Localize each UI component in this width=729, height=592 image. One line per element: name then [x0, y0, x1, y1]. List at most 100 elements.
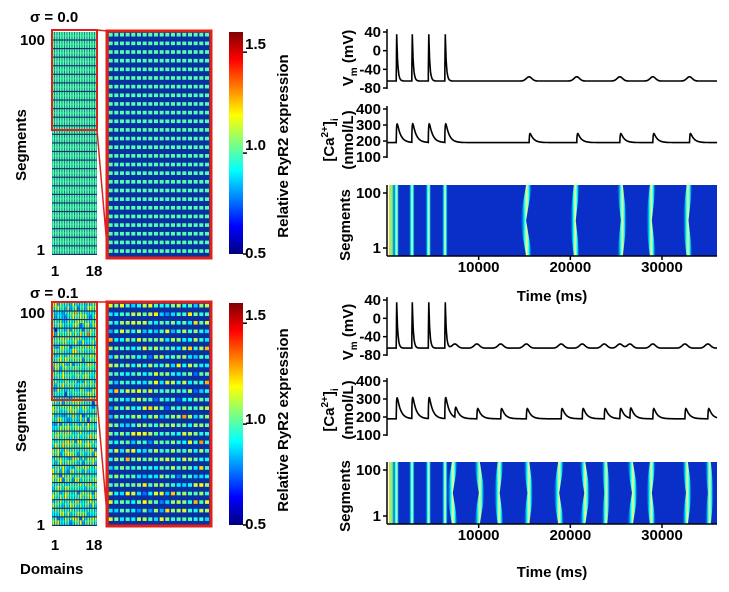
grid-cell	[62, 443, 65, 448]
zoom-cell	[153, 102, 158, 106]
zoom-cell	[125, 154, 130, 158]
grid-cell	[94, 443, 97, 448]
grid-cell	[77, 177, 80, 183]
grid-cell	[77, 154, 80, 160]
grid-cell	[62, 86, 65, 91]
grid-cell	[69, 417, 72, 422]
grid-cell	[54, 431, 57, 437]
grid-cell	[72, 180, 75, 186]
zoom-cell	[131, 491, 136, 496]
zoom-cell	[159, 500, 164, 504]
grid-cell	[77, 94, 80, 100]
grid-cell	[87, 137, 90, 143]
zoom-cell	[142, 240, 147, 245]
grid-cell	[79, 340, 82, 345]
grid-cell	[82, 357, 85, 362]
grid-cell	[89, 303, 92, 308]
grid-cell	[82, 92, 85, 97]
grid-cell	[82, 43, 85, 49]
zoom-cell	[159, 76, 164, 80]
grid-cell	[82, 66, 85, 71]
grid-cell	[87, 431, 90, 437]
grid-cell	[67, 120, 70, 126]
grid-cell	[82, 69, 85, 74]
grid-cell	[77, 34, 80, 40]
grid-cell	[89, 460, 92, 465]
grid-cell	[92, 172, 95, 177]
grid-cell	[59, 180, 62, 186]
zoom-cell	[119, 50, 124, 54]
grid-cell	[67, 214, 70, 220]
grid-cell	[69, 345, 72, 351]
zoom-cell	[148, 223, 153, 227]
grid-cell	[79, 163, 82, 169]
zoom-cell	[148, 240, 153, 245]
grid-cell	[67, 460, 70, 465]
grid-cell	[54, 345, 57, 351]
grid-cell	[69, 117, 72, 123]
grid-cell	[74, 249, 77, 254]
grid-cell	[69, 163, 72, 169]
grid-cell	[64, 223, 67, 229]
grid-cell	[67, 189, 70, 194]
grid-cell	[69, 491, 72, 497]
grid-cell	[89, 43, 92, 49]
grid-cell	[57, 86, 60, 91]
grid-cell	[52, 357, 55, 362]
zoom-cell	[108, 214, 113, 219]
grid-cell	[82, 520, 85, 525]
grid-cell	[67, 32, 70, 37]
grid-cell	[67, 49, 70, 54]
grid-cell	[52, 340, 55, 345]
zoom-cell	[114, 423, 119, 428]
zoom-cell	[136, 483, 141, 487]
grid-cell	[92, 229, 95, 234]
grid-cell	[69, 249, 72, 254]
zoom-cell	[165, 162, 170, 167]
grid-cell	[74, 465, 77, 471]
zoom-cell	[204, 431, 209, 436]
grid-cell	[94, 189, 97, 194]
zoom-cell	[148, 205, 153, 210]
grid-cell	[59, 169, 62, 174]
grid-cell	[54, 77, 57, 83]
zoom-cell	[108, 32, 113, 37]
grid-cell	[52, 197, 55, 203]
grid-cell	[74, 74, 77, 80]
grid-cell	[54, 323, 57, 328]
grid-cell	[52, 120, 55, 126]
zoom-cell	[193, 110, 198, 115]
zoom-cell	[108, 84, 113, 89]
grid-cell	[94, 172, 97, 177]
grid-cell	[84, 180, 87, 186]
grid-cell	[72, 74, 75, 80]
grid-cell	[79, 400, 82, 405]
calcium-wave-band	[408, 185, 415, 256]
grid-cell	[82, 60, 85, 66]
grid-cell	[92, 120, 95, 126]
grid-cell	[57, 391, 60, 397]
grid-cell	[92, 212, 95, 217]
zoom-cell	[136, 197, 141, 201]
grid-cell	[67, 337, 70, 342]
grid-cell	[72, 483, 75, 488]
zoom-cell	[176, 110, 181, 115]
grid-cell	[57, 337, 60, 342]
grid-cell	[77, 440, 80, 445]
zoom-cell	[165, 320, 170, 325]
grid-cell	[67, 440, 70, 445]
grid-cell	[72, 365, 75, 371]
grid-cell	[57, 40, 60, 46]
grid-cell	[74, 423, 77, 428]
grid-cell	[82, 229, 85, 234]
grid-cell	[77, 414, 80, 420]
zoom-cell	[142, 67, 147, 72]
zoom-cell	[182, 58, 187, 63]
grid-cell	[74, 485, 77, 491]
grid-cell	[67, 328, 70, 334]
grid-cell	[89, 391, 92, 397]
grid-cell	[54, 43, 57, 49]
grid-cell	[82, 220, 85, 226]
grid-cell	[87, 152, 90, 157]
grid-cell	[69, 400, 72, 405]
